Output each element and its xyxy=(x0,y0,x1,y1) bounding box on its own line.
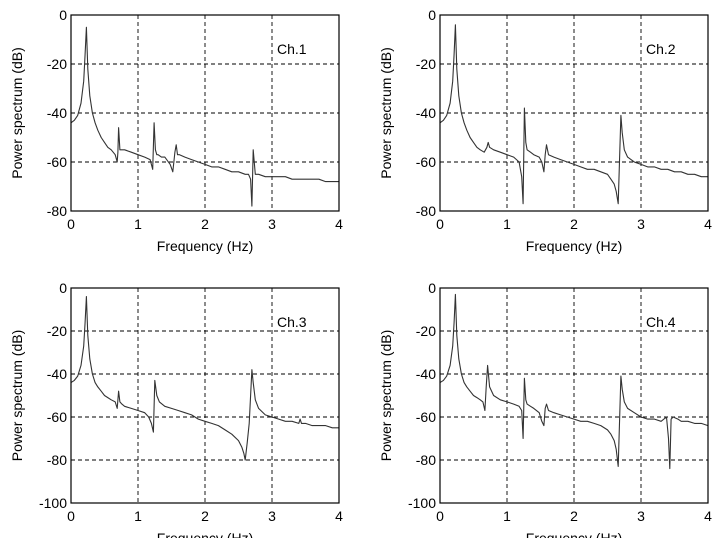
series-line xyxy=(70,26,339,207)
y-tick-label: -20 xyxy=(416,323,436,339)
x-tick-label: 0 xyxy=(67,216,75,232)
panel-ch3: 0 1 2 3 4 0 -20 -40 -60 -80 -100 Frequency (Hz) Powe… xyxy=(9,280,343,538)
panel-ch1: 0 1 2 3 4 0 -20 -40 -60 -80 Frequency (Hz) Power sp… xyxy=(9,7,343,254)
y-tick-label: -40 xyxy=(416,366,436,382)
x-tick-label: 2 xyxy=(570,508,578,524)
y-tick-label: -100 xyxy=(39,495,67,511)
x-tick-label: 3 xyxy=(637,216,645,232)
x-tick-label: 4 xyxy=(704,508,712,524)
x-axis-label: Frequency (Hz) xyxy=(157,238,253,254)
y-tick-label: -40 xyxy=(47,105,67,121)
y-tick-label: 0 xyxy=(59,280,67,296)
channel-annotation: Ch.2 xyxy=(646,41,676,57)
y-tick-label: -80 xyxy=(416,452,436,468)
y-tick-label: -20 xyxy=(47,56,67,72)
y-tick-label: -60 xyxy=(416,154,436,170)
x-tick-label: 1 xyxy=(503,508,511,524)
panel-ch2: 0 1 2 3 4 0 -20 -40 -60 -80 Frequency (Hz) Power sp… xyxy=(378,7,712,254)
y-tick-label: -60 xyxy=(47,154,67,170)
y-tick-label: -60 xyxy=(47,409,67,425)
x-tick-label: 2 xyxy=(201,508,209,524)
y-tick-label: -20 xyxy=(416,56,436,72)
plot-frame xyxy=(70,14,340,212)
y-tick-label: -20 xyxy=(47,323,67,339)
x-tick-label: 0 xyxy=(436,508,444,524)
x-tick-label: 1 xyxy=(503,216,511,232)
y-tick-label: -80 xyxy=(416,203,436,219)
plot-frame xyxy=(439,287,709,504)
series-line xyxy=(439,24,708,205)
y-tick-label: -80 xyxy=(47,452,67,468)
x-tick-label: 2 xyxy=(201,216,209,232)
y-tick-label: 0 xyxy=(59,7,67,23)
plot-frame xyxy=(439,14,709,212)
y-axis-label: Power spectrum (dB) xyxy=(9,330,25,461)
series-line xyxy=(439,293,709,470)
x-tick-label: 0 xyxy=(436,216,444,232)
x-axis-label: Frequency (Hz) xyxy=(526,530,622,538)
x-axis-label: Frequency (Hz) xyxy=(157,530,253,538)
x-tick-label: 3 xyxy=(268,508,276,524)
x-tick-label: 1 xyxy=(134,508,142,524)
y-tick-label: 0 xyxy=(428,280,436,296)
channel-annotation: Ch.4 xyxy=(646,314,676,330)
x-tick-label: 1 xyxy=(134,216,142,232)
y-axis-label: Power spectrum (dB) xyxy=(9,47,25,178)
x-tick-label: 0 xyxy=(67,508,75,524)
y-tick-label: 0 xyxy=(428,7,436,23)
plot-frame xyxy=(70,287,340,504)
x-tick-label: 4 xyxy=(704,216,712,232)
y-tick-label: -40 xyxy=(416,105,436,121)
y-tick-label: -80 xyxy=(47,203,67,219)
y-axis-label: Power spectrum (dB) xyxy=(378,330,394,461)
x-tick-label: 4 xyxy=(335,508,343,524)
x-tick-label: 2 xyxy=(570,216,578,232)
panel-ch4: 0 1 2 3 4 0 -20 -40 -60 -80 -100 Frequency (Hz) Powe… xyxy=(378,280,712,538)
channel-annotation: Ch.1 xyxy=(277,41,307,57)
y-tick-label: -60 xyxy=(416,409,436,425)
y-tick-label: -40 xyxy=(47,366,67,382)
x-tick-label: 3 xyxy=(268,216,276,232)
series-line xyxy=(70,296,339,461)
y-axis-label: Power spectrum (dB) xyxy=(378,47,394,178)
x-tick-label: 4 xyxy=(335,216,343,232)
x-axis-label: Frequency (Hz) xyxy=(526,238,622,254)
x-tick-label: 3 xyxy=(637,508,645,524)
channel-annotation: Ch.3 xyxy=(277,314,307,330)
y-tick-label: -100 xyxy=(408,495,436,511)
